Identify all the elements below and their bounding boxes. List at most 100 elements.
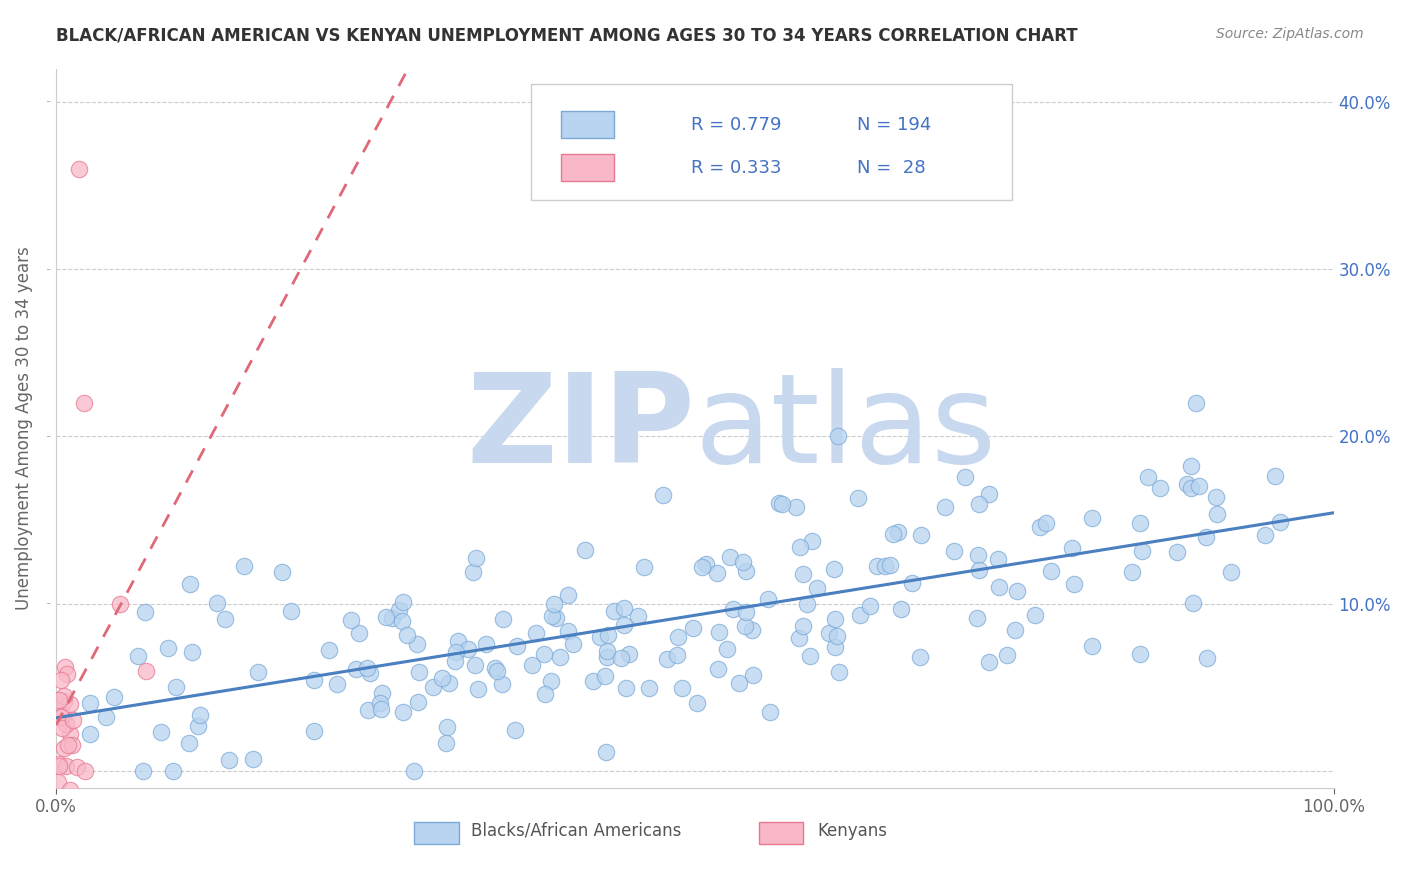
Point xyxy=(58,783,80,797)
Point xyxy=(242,751,264,765)
Point xyxy=(156,640,179,655)
Point xyxy=(1180,481,1202,495)
Point xyxy=(1195,530,1218,544)
Point xyxy=(613,600,636,615)
Point xyxy=(55,660,77,674)
Point xyxy=(1177,476,1199,491)
Point xyxy=(444,644,467,658)
Point xyxy=(655,652,678,666)
Point xyxy=(181,645,204,659)
Point xyxy=(652,488,675,502)
Point xyxy=(741,668,763,682)
Point xyxy=(464,658,486,673)
Point xyxy=(1039,564,1062,578)
Point xyxy=(60,738,83,752)
Point xyxy=(718,549,741,564)
Point xyxy=(695,557,717,571)
Point xyxy=(543,597,565,611)
Point xyxy=(758,705,780,719)
Point xyxy=(734,619,756,633)
Point xyxy=(506,639,529,653)
Point xyxy=(665,648,688,662)
Point xyxy=(610,651,633,665)
Text: Blacks/African Americans: Blacks/African Americans xyxy=(471,822,682,840)
Point xyxy=(1136,469,1159,483)
Point xyxy=(734,564,756,578)
Point xyxy=(1029,520,1052,534)
Point xyxy=(368,696,391,710)
Point xyxy=(859,599,882,614)
Point xyxy=(165,680,187,694)
Point xyxy=(1081,511,1104,525)
Point xyxy=(434,736,457,750)
Point xyxy=(150,724,173,739)
Point xyxy=(1188,479,1211,493)
Point xyxy=(108,597,131,611)
Point xyxy=(953,470,976,484)
FancyBboxPatch shape xyxy=(531,85,1012,200)
Point xyxy=(716,642,738,657)
Point xyxy=(900,575,922,590)
Text: atlas: atlas xyxy=(695,368,997,489)
Point xyxy=(52,708,75,723)
Point xyxy=(304,673,326,687)
Point xyxy=(824,640,846,654)
Point xyxy=(55,717,77,731)
Point xyxy=(1181,596,1204,610)
Text: N = 194: N = 194 xyxy=(858,116,932,134)
Point xyxy=(134,605,156,619)
Point xyxy=(67,161,90,176)
Point xyxy=(595,745,617,759)
Point xyxy=(544,611,567,625)
Text: Source: ZipAtlas.com: Source: ZipAtlas.com xyxy=(1216,27,1364,41)
Point xyxy=(62,713,84,727)
Point xyxy=(879,558,901,573)
Point xyxy=(436,720,458,734)
Point xyxy=(340,614,363,628)
Point xyxy=(1129,516,1152,530)
Text: BLACK/AFRICAN AMERICAN VS KENYAN UNEMPLOYMENT AMONG AGES 30 TO 34 YEARS CORRELAT: BLACK/AFRICAN AMERICAN VS KENYAN UNEMPLO… xyxy=(56,27,1078,45)
Point xyxy=(55,758,77,772)
Point xyxy=(73,764,96,778)
Point xyxy=(934,500,956,514)
Point xyxy=(52,741,75,756)
Point xyxy=(613,618,636,632)
Point xyxy=(475,637,498,651)
Point xyxy=(887,524,910,539)
Point xyxy=(1121,565,1143,579)
Point xyxy=(396,627,419,641)
Point xyxy=(467,682,489,697)
Point xyxy=(271,565,294,579)
Point xyxy=(785,500,807,514)
Point xyxy=(391,705,413,719)
Point xyxy=(1180,459,1202,474)
Point xyxy=(302,724,325,739)
Point xyxy=(318,642,340,657)
Point xyxy=(966,611,988,625)
Point xyxy=(741,623,763,637)
Point xyxy=(1129,647,1152,661)
Point xyxy=(520,658,543,673)
Point xyxy=(1264,468,1286,483)
Point xyxy=(218,753,240,767)
Point xyxy=(135,664,157,678)
Point xyxy=(48,759,70,773)
Point xyxy=(550,649,572,664)
Point xyxy=(882,527,904,541)
Point xyxy=(79,696,101,710)
Text: R = 0.333: R = 0.333 xyxy=(692,159,782,177)
Text: ZIP: ZIP xyxy=(467,368,695,489)
Point xyxy=(910,528,932,542)
Point xyxy=(347,625,370,640)
Point xyxy=(582,673,605,688)
Point xyxy=(801,533,824,548)
Point xyxy=(59,697,82,711)
Point xyxy=(103,690,125,705)
Point xyxy=(967,548,990,562)
Point xyxy=(721,602,744,616)
Point xyxy=(557,588,579,602)
Point xyxy=(1219,566,1241,580)
Point xyxy=(799,648,821,663)
Point xyxy=(682,621,704,635)
Point xyxy=(792,618,814,632)
